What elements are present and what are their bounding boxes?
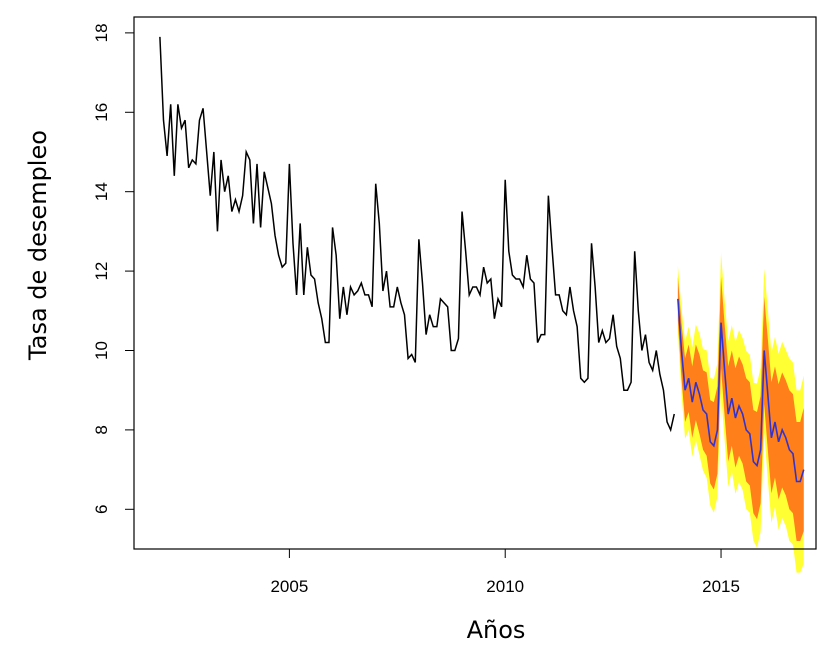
y-axis-title: Tasa de desempleo [24,130,52,361]
y-tick-label: 10 [92,341,111,360]
x-tick-label: 2015 [702,577,740,596]
y-tick-label: 14 [92,182,111,201]
y-tick-label: 8 [92,425,111,434]
historical-line [159,36,675,433]
forecast-line [677,298,805,483]
y-axis: 6 8 10 12 14 16 18 [92,23,134,514]
y-tick-label: 6 [92,505,111,514]
y-tick-label: 16 [92,103,111,122]
x-axis: 2005 2010 2015 [270,549,740,596]
plot-frame [133,16,817,550]
historical-series-line [159,36,675,433]
x-axis-title: Años [467,616,526,644]
x-tick-label: 2005 [270,577,308,596]
y-tick-label: 18 [92,23,111,42]
y-tick-label: 12 [92,262,111,281]
forecast-mean-line [677,298,805,483]
x-tick-label: 2010 [486,577,524,596]
